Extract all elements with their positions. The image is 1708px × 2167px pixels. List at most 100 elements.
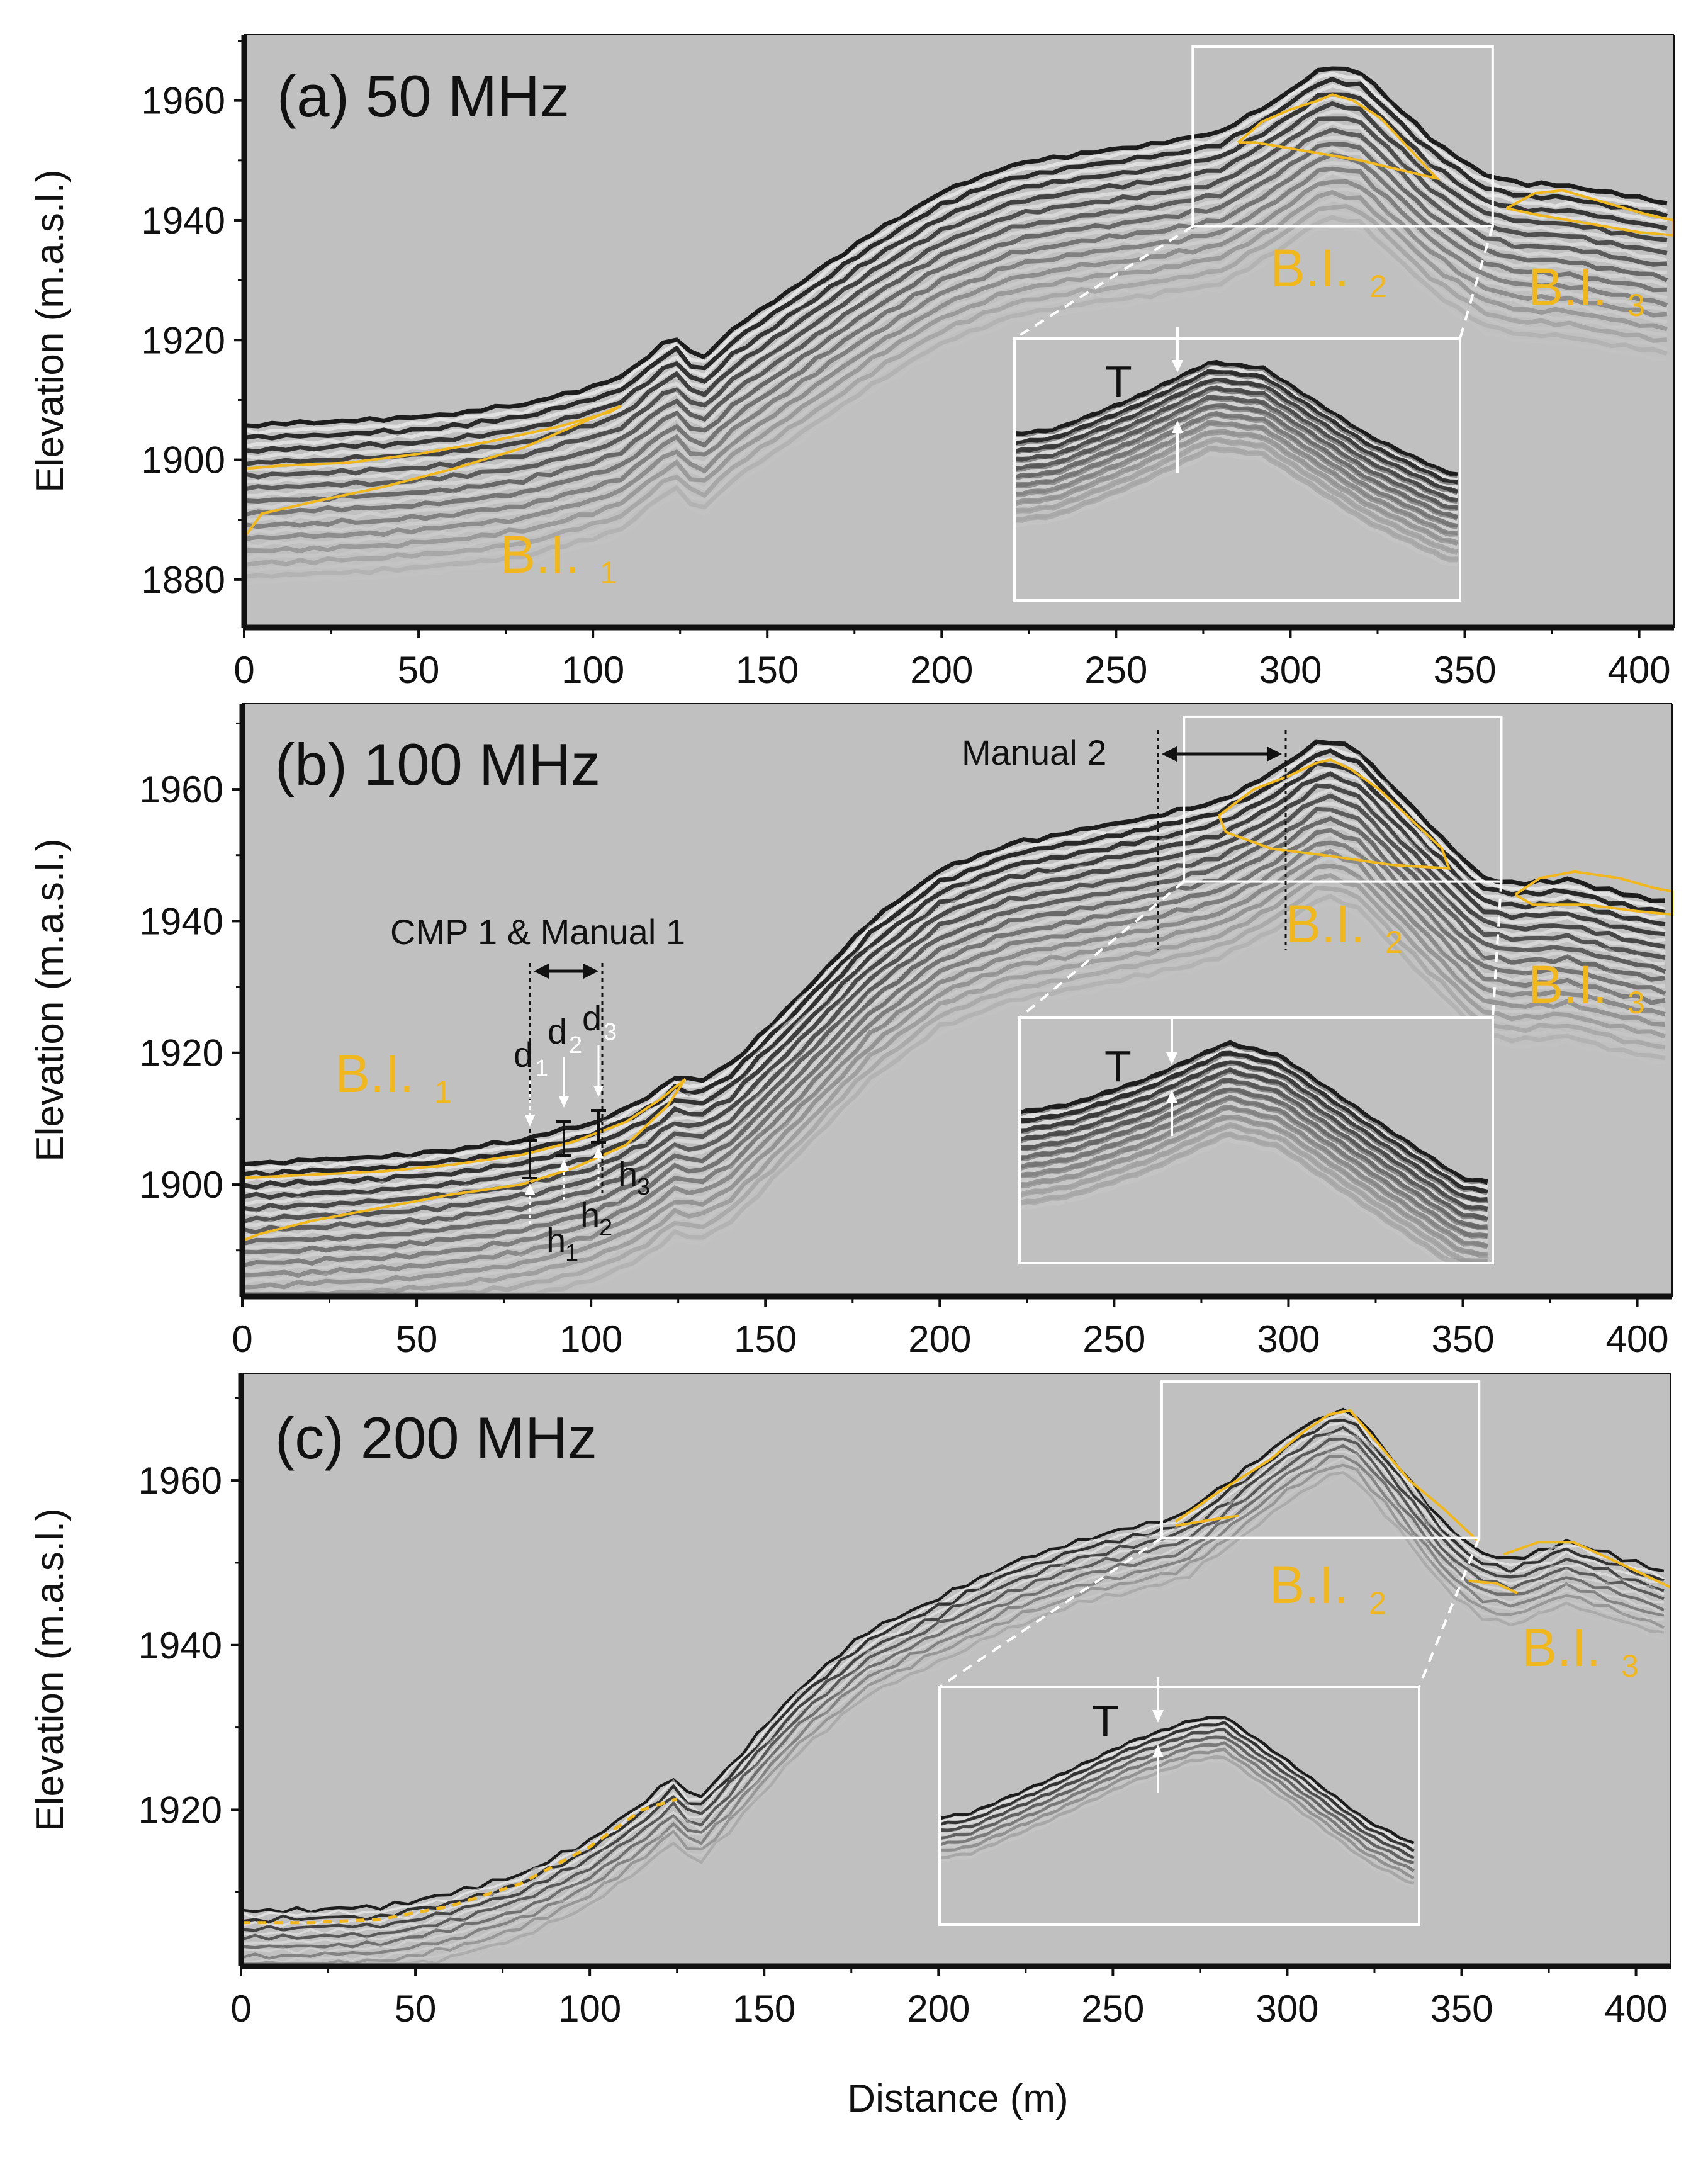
inset-reflection [1018, 1122, 1488, 1264]
inset-reflection [939, 1755, 1415, 1885]
reflection-band [244, 76, 1668, 441]
x-tick-label: 350 [1433, 649, 1496, 691]
x-tick-label: 100 [559, 1318, 622, 1360]
bi1-label-a: B.I. 1 [500, 525, 617, 590]
inset-reflection [939, 1731, 1415, 1862]
inset-reflection [1018, 1067, 1488, 1212]
inset-reflection [1019, 1078, 1488, 1223]
svg-text:d: d [548, 1011, 567, 1051]
manual2-interval: Manual 2 [962, 730, 1287, 950]
bi1-label-b: B.I. 1 [335, 1044, 452, 1110]
svg-text:3: 3 [1627, 288, 1645, 323]
x-tick-label: 400 [1608, 649, 1671, 691]
x-tick-label: 200 [907, 1988, 970, 2030]
inset-reflection [1014, 385, 1458, 504]
inset-reflection [1014, 381, 1459, 500]
y-tick-label: 1920 [140, 1032, 223, 1074]
inset-reflection [939, 1738, 1415, 1868]
inset-reflection [939, 1747, 1415, 1880]
x-tick-label: 350 [1431, 1318, 1494, 1360]
svg-text:B.I.: B.I. [1522, 1618, 1601, 1677]
reflection-band [242, 760, 1666, 1190]
zoom-inset-frame [938, 1686, 1420, 1926]
reflection-band [242, 745, 1666, 1171]
reflection-band [240, 1437, 1665, 1941]
x-tick-label: 200 [908, 1318, 971, 1360]
x-tick-label: 200 [910, 649, 973, 691]
y-tick-label: 1960 [142, 80, 225, 122]
zoom-connector-left [1018, 881, 1185, 1019]
outline-b-i-2-toe [1175, 1514, 1239, 1527]
inset-reflection [1014, 410, 1458, 530]
inset-reflection [1018, 1095, 1488, 1239]
panel-b-frame [239, 703, 1673, 1300]
inset-reflection [1013, 373, 1458, 490]
x-tick-label: 0 [230, 1988, 251, 2030]
svg-text:h: h [546, 1220, 566, 1260]
reflection-band [242, 793, 1666, 1224]
reflection-band [240, 1456, 1664, 1964]
panel-c-y-ticks: 1920 1940 1960 [138, 1397, 241, 1893]
y-axis-title-b: Elevation (m.a.s.l.) [28, 838, 72, 1161]
panel-c-x-ticks: 0 50 100 150 200 250 300 350 400 [230, 1966, 1668, 2030]
panel-b-title: (b) 100 MHz [275, 731, 600, 797]
svg-text:T: T [1105, 357, 1132, 406]
reflection-band [242, 877, 1666, 1296]
bi2-label-a: B.I. 2 [1270, 239, 1387, 304]
y-tick-label: 1920 [138, 1789, 222, 1831]
reflection-band [242, 801, 1665, 1227]
x-tick-label: 250 [1084, 649, 1147, 691]
inset-reflection [1014, 390, 1458, 507]
reflection-band [242, 787, 1666, 1217]
reflection-band [244, 145, 1668, 510]
inset-reflection [1018, 1126, 1488, 1264]
bi2-label-c: B.I. 2 [1269, 1555, 1386, 1621]
reflection-band [242, 739, 1665, 1167]
inset-reflection [1014, 369, 1458, 486]
panel-b: 0 50 100 150 200 250 300 350 400 1900 1920 1940 196… [140, 703, 1673, 1360]
reflection-band [242, 870, 1666, 1296]
svg-text:d: d [582, 998, 602, 1038]
reflection-band [244, 96, 1668, 459]
inset-reflection [1019, 1050, 1488, 1195]
svg-text:1: 1 [434, 1074, 452, 1110]
reflection-band [240, 1432, 1665, 1937]
inset-reflection [1019, 1131, 1488, 1264]
panel-a: 0 50 100 150 200 250 300 350 400 1880 1900 1920 194… [142, 34, 1675, 691]
outline-b-i-1 [243, 405, 622, 539]
inset-reflection [939, 1743, 1415, 1877]
svg-text:h: h [580, 1195, 600, 1235]
inset-reflection [1018, 1072, 1489, 1218]
outline-b-i-2 [1237, 93, 1441, 181]
reflection-band [240, 1439, 1665, 1945]
inset-reflection [1019, 1118, 1488, 1262]
reflection-band [244, 110, 1668, 472]
zoom-connector-right [1418, 1537, 1481, 1687]
svg-text:1: 1 [600, 555, 617, 590]
inset-reflection [939, 1723, 1415, 1857]
panel-b-y-ticks: 1900 1920 1940 1960 [140, 722, 242, 1252]
svg-text:B.I.: B.I. [1286, 894, 1365, 954]
inset-reflection [1014, 415, 1458, 533]
inset-reflection [939, 1718, 1415, 1849]
panel-b-x-ticks: 0 50 100 150 200 250 300 350 400 [232, 1297, 1669, 1360]
svg-text:B.I.: B.I. [335, 1044, 414, 1103]
inset-reflection [1018, 1040, 1488, 1185]
reflection-band [244, 211, 1668, 573]
panel-a-title: (a) 50 MHz [277, 63, 570, 129]
zoom-source-box [1160, 1380, 1481, 1539]
x-tick-label: 400 [1605, 1988, 1668, 2030]
panel-c-title: (c) 200 MHz [275, 1405, 597, 1471]
x-tick-label: 50 [395, 1988, 437, 2030]
reflection-band [241, 1474, 1665, 1965]
inset-reflection [1014, 420, 1458, 537]
zoom-connector-left [938, 1537, 1163, 1688]
outline-b-i-3 [1503, 1541, 1671, 1589]
inset-reflection [1014, 364, 1458, 481]
reflection-band [244, 204, 1668, 568]
y-tick-label: 1940 [138, 1624, 222, 1667]
panel-c: 0 50 100 150 200 250 300 350 400 1920 1940 1960 (c… [138, 1373, 1671, 2030]
svg-text:1: 1 [565, 1240, 578, 1266]
